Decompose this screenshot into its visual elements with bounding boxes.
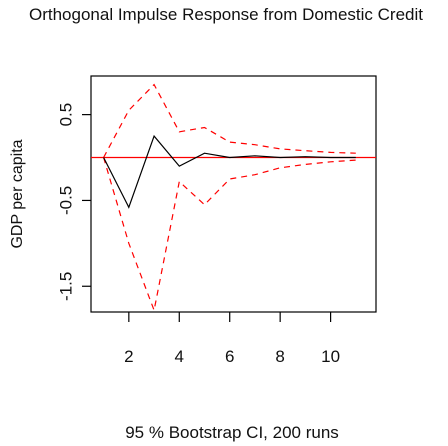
- y-axis: -1.5 -0.5 0.5: [56, 103, 91, 301]
- y-axis-label: GDP per capita: [9, 139, 26, 248]
- y-tick-label: 0.5: [56, 103, 75, 127]
- x-tick-label: 2: [124, 347, 133, 366]
- chart-title: Orthogonal Impulse Response from Domesti…: [29, 5, 423, 24]
- plot-frame: [90, 75, 377, 313]
- lower-ci-line: [103, 157, 356, 313]
- x-axis: 2 4 6 8 10: [124, 312, 340, 366]
- x-tick-label: 10: [321, 347, 340, 366]
- y-tick-label: -0.5: [56, 186, 75, 215]
- x-tick-label: 4: [175, 347, 184, 366]
- bootstrap-note: 95 % Bootstrap CI, 200 runs: [125, 423, 339, 442]
- x-tick-label: 8: [275, 347, 284, 366]
- irf-line: [103, 134, 356, 209]
- y-tick-label: -1.5: [56, 272, 75, 301]
- x-tick-label: 6: [225, 347, 234, 366]
- upper-ci-line: [103, 83, 356, 158]
